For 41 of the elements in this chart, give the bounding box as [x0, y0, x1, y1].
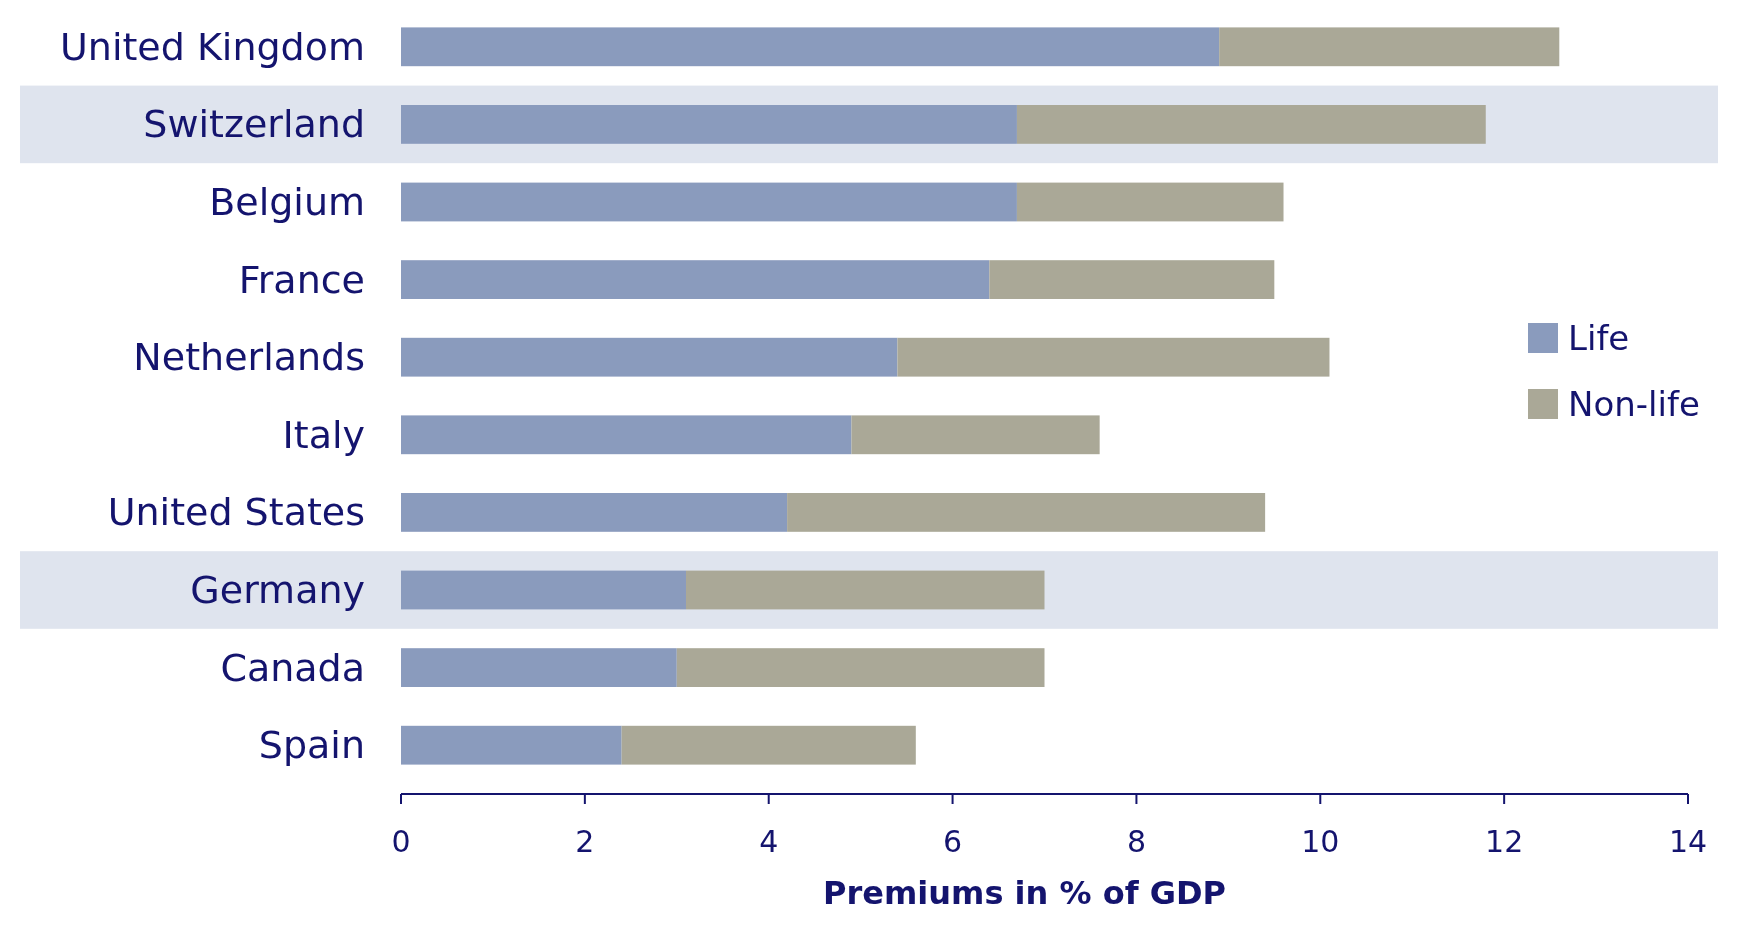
bar [401, 648, 677, 687]
y-tick-label: Netherlands [133, 335, 365, 380]
legend-label: Life [1568, 318, 1630, 358]
bar [676, 648, 1045, 687]
legend-label: Non-life [1568, 384, 1700, 424]
bar [401, 337, 898, 377]
x-tick-label: 4 [759, 824, 779, 859]
y-tick-label: Spain [258, 723, 365, 768]
bar [401, 725, 622, 765]
bar [401, 415, 852, 455]
bar [401, 260, 990, 299]
bar [621, 725, 916, 765]
x-tick-label: 0 [391, 824, 411, 859]
bar [989, 260, 1275, 299]
bar [851, 415, 1100, 455]
bar [401, 570, 686, 610]
y-tick-label: Belgium [209, 180, 365, 224]
y-tick-label: Switzerland [143, 102, 365, 147]
bar [1016, 182, 1284, 222]
bar [401, 182, 1017, 222]
y-tick-label: United Kingdom [59, 24, 365, 69]
y-tick-label: Canada [220, 645, 365, 690]
bar [787, 493, 1266, 532]
x-tick-label: 10 [1301, 824, 1340, 859]
x-tick-label: 14 [1668, 824, 1708, 859]
bar [401, 27, 1220, 67]
x-axis-title: Premiums in % of GDP [823, 874, 1226, 912]
y-tick-label: France [238, 257, 365, 302]
bar [1016, 105, 1486, 144]
x-tick-label: 8 [1126, 824, 1146, 859]
y-tick-label: Germany [190, 568, 365, 612]
bar [897, 337, 1330, 377]
y-tick-label: Italy [282, 412, 365, 457]
bar [401, 493, 788, 532]
bar [685, 570, 1045, 610]
x-tick-label: 12 [1485, 824, 1524, 859]
y-tick-label: United States [107, 490, 365, 535]
bar [1219, 27, 1560, 67]
bar [401, 105, 1017, 144]
x-tick-label: 6 [943, 824, 963, 859]
x-tick-label: 2 [575, 824, 595, 859]
